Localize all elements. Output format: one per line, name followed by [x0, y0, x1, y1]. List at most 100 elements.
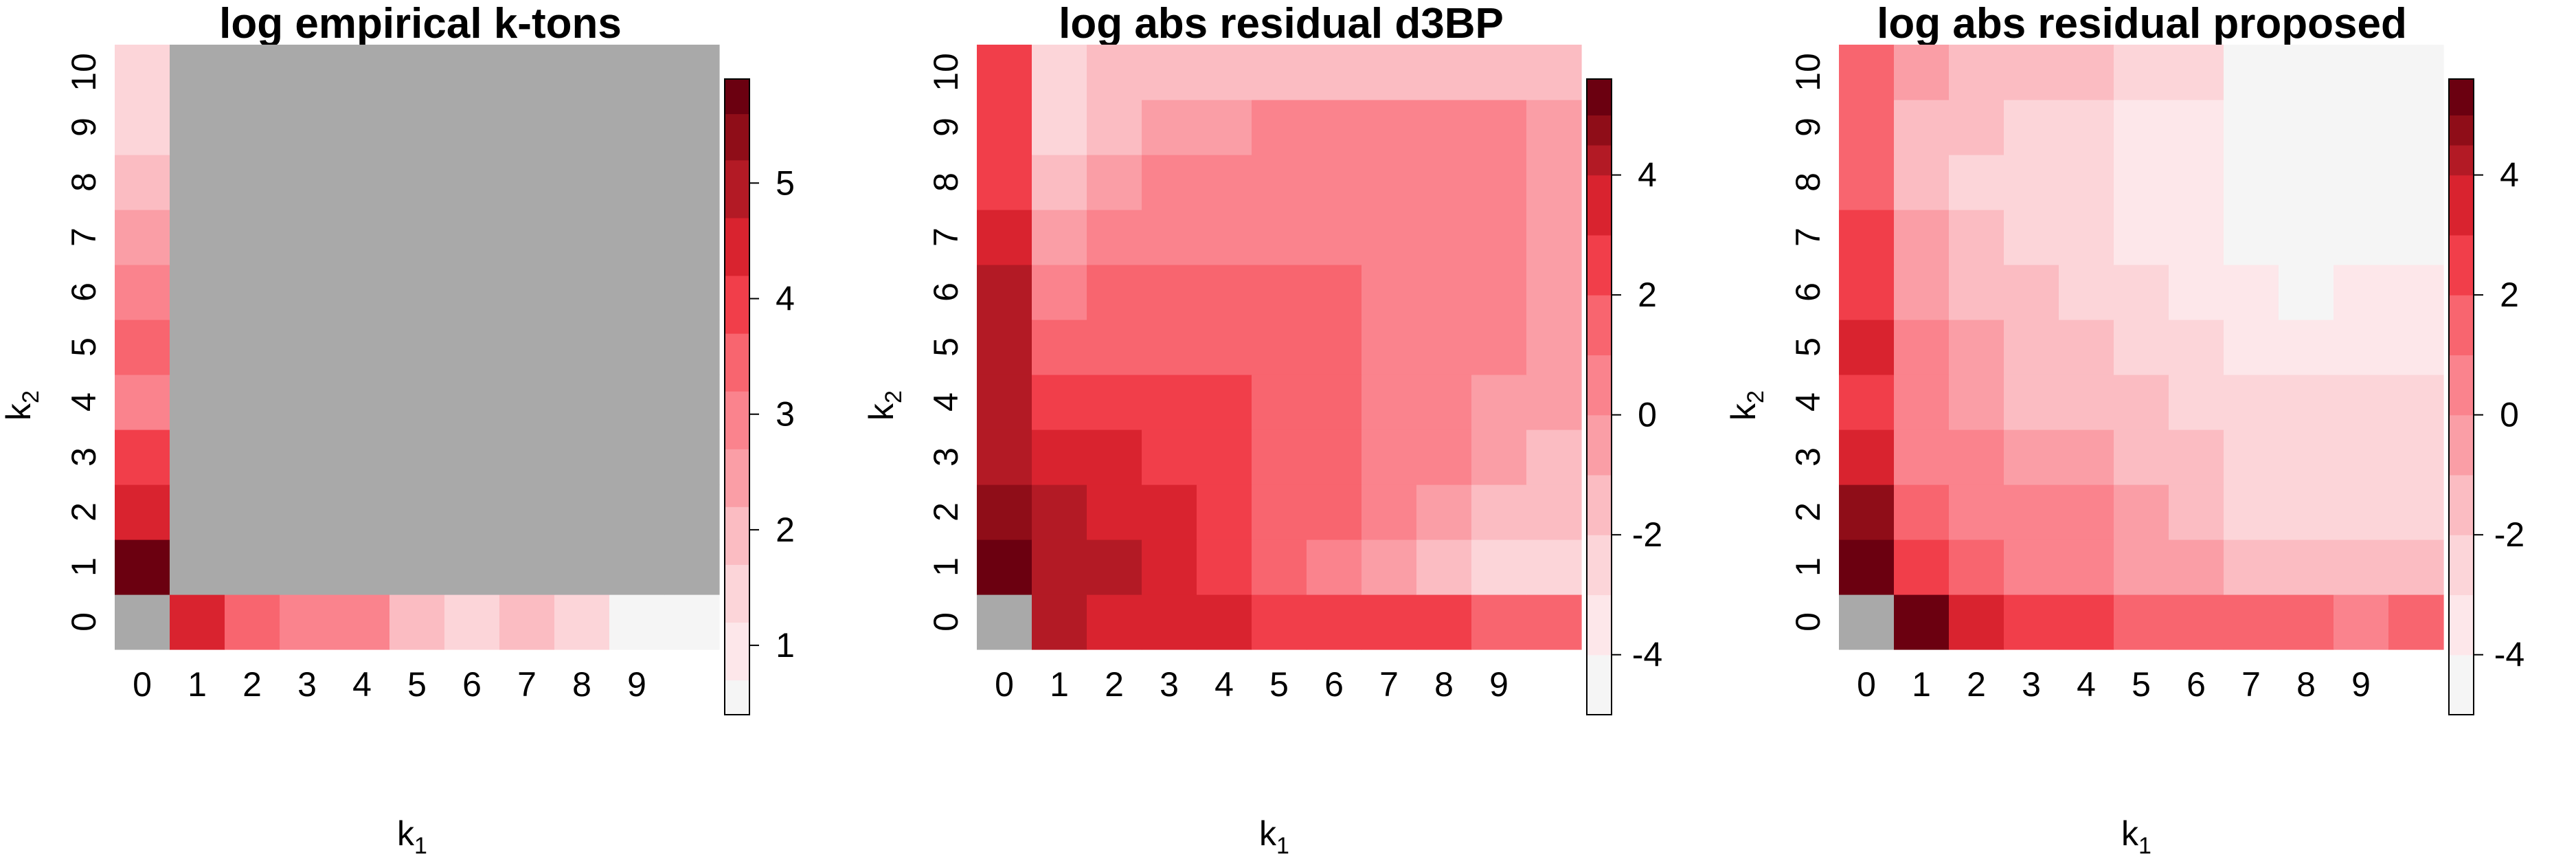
colorbar-segment [2449, 175, 2474, 236]
colorbar-segment [1587, 594, 1612, 656]
heatmap-cell [664, 539, 720, 595]
heatmap-cell [1471, 484, 1527, 540]
heatmap-cell [444, 45, 500, 100]
panel-2-y-axis-label: k2 [862, 390, 907, 421]
heatmap-cell [2004, 155, 2059, 210]
colorbar-tick-label: 4 [776, 280, 795, 318]
heatmap-cell [1087, 430, 1142, 485]
heatmap-cell [977, 45, 1032, 100]
panel-2-x-axis-label-subscript: 1 [1276, 833, 1289, 859]
panel-1-x-axis-label: k1 [397, 814, 427, 859]
heatmap-cell [1839, 320, 1895, 375]
heatmap-cell [1416, 539, 1472, 595]
colorbar-segment [1587, 355, 1612, 416]
colorbar-frame [724, 78, 750, 715]
heatmap-cell [280, 320, 335, 375]
heatmap-cell [499, 539, 555, 595]
y-tick-label: 5 [1789, 337, 1827, 357]
heatmap-cell [1252, 375, 1307, 430]
heatmap-cell [1362, 320, 1417, 375]
colorbar-tick-label: 2 [1638, 276, 1657, 314]
y-tick-label: 7 [1789, 227, 1827, 247]
heatmap-cell [1894, 210, 1950, 265]
x-tick-label: 2 [1967, 665, 1986, 704]
heatmap-cell [444, 375, 500, 430]
heatmap-cell [664, 210, 720, 265]
heatmap-cell [1526, 100, 1582, 155]
heatmap-cell [1416, 155, 1472, 210]
heatmap-cell [1252, 484, 1307, 540]
heatmap-cell [1032, 430, 1087, 485]
heatmap-cell [335, 265, 390, 320]
y-tick-label: 0 [1789, 612, 1827, 632]
y-tick-label: 0 [927, 612, 965, 632]
heatmap-cell [1471, 594, 1527, 650]
heatmap-cell [170, 45, 225, 100]
colorbar-segment [725, 391, 749, 449]
heatmap-cell [115, 100, 170, 155]
heatmap-cell [2279, 155, 2334, 210]
heatmap-cell [115, 539, 170, 595]
x-tick-label: 1 [1912, 665, 1931, 704]
y-tick-label: 10 [927, 53, 965, 91]
heatmap-cell [1894, 375, 1950, 430]
heatmap-cell [1471, 430, 1527, 485]
x-tick-label: 6 [1324, 665, 1344, 704]
heatmap-cell [335, 45, 390, 100]
heatmap-cell [389, 210, 445, 265]
colorbar-tick-label: -4 [2494, 636, 2524, 674]
y-tick-label: 6 [1789, 282, 1827, 302]
heatmap-cell [2334, 210, 2389, 265]
heatmap-cell [1032, 375, 1087, 430]
y-tick-label: 0 [65, 612, 103, 632]
heatmap-cell [2279, 539, 2334, 595]
heatmap-cell [1307, 320, 1362, 375]
heatmap-cell [609, 320, 665, 375]
y-tick-label: 3 [1789, 447, 1827, 467]
colorbar-segment [725, 564, 749, 623]
heatmap-cell [170, 100, 225, 155]
heatmap-cell [609, 484, 665, 540]
colorbar-tick-label: 0 [2500, 396, 2519, 434]
heatmap-cell [2169, 484, 2224, 540]
heatmap-cell [499, 45, 555, 100]
y-tick-label: 3 [927, 447, 965, 467]
heatmap-cell [1362, 430, 1417, 485]
heatmap-cell [1142, 320, 1197, 375]
heatmap-cell [335, 539, 390, 595]
heatmap-cell [1526, 375, 1582, 430]
heatmap-cell [499, 375, 555, 430]
heatmap-cell [977, 320, 1032, 375]
heatmap-cell [1087, 210, 1142, 265]
y-tick-label: 9 [65, 118, 103, 137]
heatmap-cell [664, 265, 720, 320]
heatmap-cell [1142, 155, 1197, 210]
heatmap-cell [1949, 265, 2004, 320]
heatmap-cell [1949, 210, 2004, 265]
heatmap-cell [1839, 539, 1895, 595]
panel-2: log abs residual d3BP 0 1 2 3 4 5 6 7 8 901234567… [862, 0, 1662, 859]
heatmap-cell [609, 594, 665, 650]
heatmap-cell [1894, 320, 1950, 375]
heatmap-cell [1526, 484, 1582, 540]
colorbar-tick-label: 0 [1638, 396, 1657, 434]
heatmap-cell [1894, 539, 1950, 595]
heatmap-cell [2334, 539, 2389, 595]
heatmap-cell [2334, 155, 2389, 210]
heatmap-cell [2224, 320, 2279, 375]
panel-1-colorbar: 1 2 3 4 5 [724, 78, 795, 715]
colorbar-segment [725, 506, 749, 565]
heatmap-cell [115, 45, 170, 100]
heatmap-cell [2114, 484, 2169, 540]
heatmap-cell [170, 320, 225, 375]
x-tick-label: 9 [1489, 665, 1509, 704]
heatmap-cell [2169, 45, 2224, 100]
heatmap-cell [389, 100, 445, 155]
heatmap-cell [1894, 155, 1950, 210]
heatmap-cell [1362, 100, 1417, 155]
panel-1-y-axis-label: k2 [0, 390, 44, 421]
heatmap-cell [1252, 539, 1307, 595]
panel-2-x-axis-label: k1 [1259, 814, 1289, 859]
heatmap-cell [1471, 45, 1527, 100]
